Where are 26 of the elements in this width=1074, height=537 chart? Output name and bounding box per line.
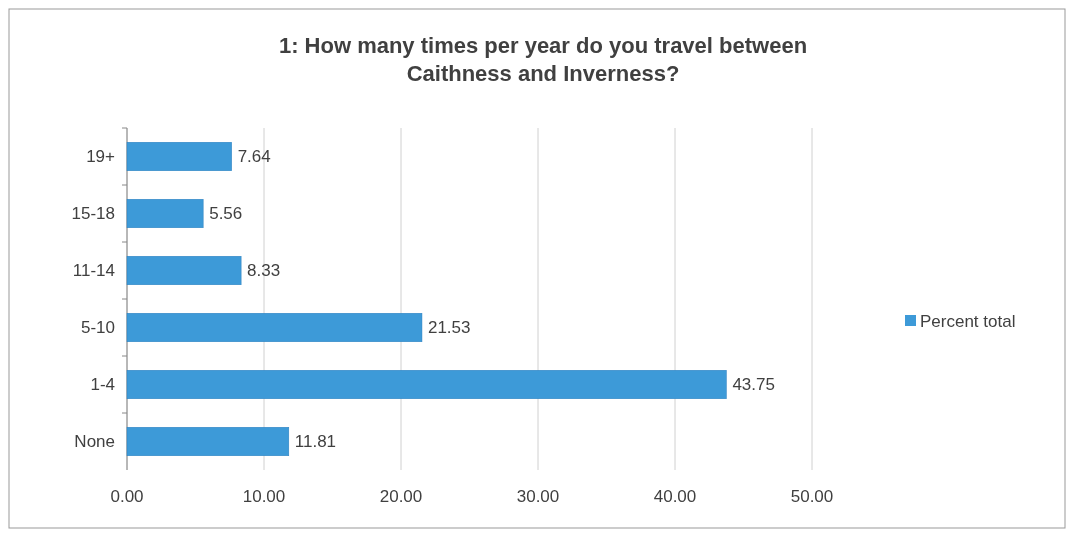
chart-title: 1: How many times per year do you travel between Caithness and Inverness? xyxy=(278,33,808,86)
x-tick-label: 30.00 xyxy=(516,487,560,506)
bar xyxy=(126,370,727,399)
bar xyxy=(126,142,232,171)
y-tick-label: 5-10 xyxy=(80,318,115,338)
data-label: 8.33 xyxy=(247,261,281,281)
x-tick-label: 0.00 xyxy=(110,487,144,506)
data-label: 11.81 xyxy=(294,432,337,452)
data-label: 21.53 xyxy=(427,318,471,338)
y-tick-label: 1-4 xyxy=(90,375,115,395)
data-label: 5.56 xyxy=(209,204,243,224)
y-tick-label: 11-14 xyxy=(72,261,115,281)
y-tick-label: None xyxy=(74,432,115,452)
y-tick-label: 19+ xyxy=(86,147,116,167)
legend-label: Percent total xyxy=(920,311,1016,331)
x-tick-label: 50.00 xyxy=(790,487,834,506)
x-tick-label: 10.00 xyxy=(242,487,286,506)
data-label: 7.64 xyxy=(237,147,271,167)
bar xyxy=(126,427,290,456)
y-tick-label: 15-18 xyxy=(71,204,115,224)
x-tick-label: 20.00 xyxy=(379,487,423,506)
x-tick-label: 40.00 xyxy=(653,487,697,506)
bar xyxy=(126,199,204,228)
bar xyxy=(126,256,242,285)
bar xyxy=(126,313,423,342)
data-label: 43.75 xyxy=(732,375,775,395)
